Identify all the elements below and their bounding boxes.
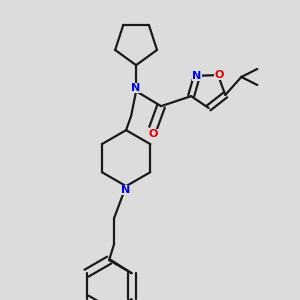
Text: O: O	[214, 70, 224, 80]
Text: O: O	[148, 129, 158, 139]
Text: N: N	[122, 185, 131, 195]
Text: N: N	[131, 83, 141, 93]
Text: N: N	[192, 71, 202, 81]
